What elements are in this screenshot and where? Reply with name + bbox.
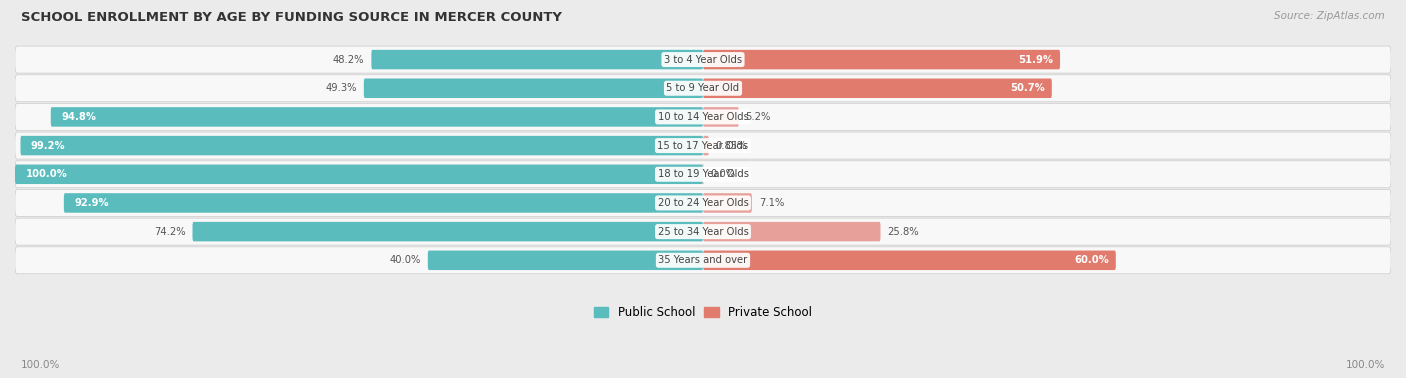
FancyBboxPatch shape — [63, 193, 703, 213]
Text: 18 to 19 Year Olds: 18 to 19 Year Olds — [658, 169, 748, 179]
FancyBboxPatch shape — [193, 222, 703, 242]
Text: 94.8%: 94.8% — [60, 112, 96, 122]
Text: Source: ZipAtlas.com: Source: ZipAtlas.com — [1274, 11, 1385, 21]
Text: 100.0%: 100.0% — [21, 361, 60, 370]
FancyBboxPatch shape — [703, 136, 709, 155]
FancyBboxPatch shape — [703, 107, 738, 127]
Text: 51.9%: 51.9% — [1018, 54, 1053, 65]
FancyBboxPatch shape — [703, 251, 1116, 270]
FancyBboxPatch shape — [15, 189, 1391, 217]
FancyBboxPatch shape — [15, 104, 1391, 130]
FancyBboxPatch shape — [702, 164, 704, 184]
FancyBboxPatch shape — [703, 193, 752, 213]
Text: 99.2%: 99.2% — [31, 141, 66, 150]
Text: 3 to 4 Year Olds: 3 to 4 Year Olds — [664, 54, 742, 65]
FancyBboxPatch shape — [371, 50, 703, 69]
FancyBboxPatch shape — [15, 161, 1391, 188]
FancyBboxPatch shape — [703, 222, 880, 242]
FancyBboxPatch shape — [15, 75, 1391, 102]
Text: SCHOOL ENROLLMENT BY AGE BY FUNDING SOURCE IN MERCER COUNTY: SCHOOL ENROLLMENT BY AGE BY FUNDING SOUR… — [21, 11, 562, 24]
FancyBboxPatch shape — [15, 218, 1391, 245]
Text: 74.2%: 74.2% — [155, 227, 186, 237]
Text: 60.0%: 60.0% — [1074, 255, 1109, 265]
Text: 49.3%: 49.3% — [325, 83, 357, 93]
FancyBboxPatch shape — [364, 79, 703, 98]
FancyBboxPatch shape — [427, 251, 703, 270]
Text: 35 Years and over: 35 Years and over — [658, 255, 748, 265]
FancyBboxPatch shape — [703, 50, 1060, 69]
Text: 48.2%: 48.2% — [333, 54, 364, 65]
FancyBboxPatch shape — [51, 107, 703, 127]
Legend: Public School, Private School: Public School, Private School — [593, 306, 813, 319]
Text: 5 to 9 Year Old: 5 to 9 Year Old — [666, 83, 740, 93]
Text: 100.0%: 100.0% — [25, 169, 67, 179]
FancyBboxPatch shape — [21, 136, 703, 155]
Text: 5.2%: 5.2% — [745, 112, 770, 122]
Text: 0.0%: 0.0% — [710, 169, 735, 179]
FancyBboxPatch shape — [703, 79, 1052, 98]
Text: 0.85%: 0.85% — [716, 141, 747, 150]
Text: 15 to 17 Year Olds: 15 to 17 Year Olds — [658, 141, 748, 150]
Text: 92.9%: 92.9% — [75, 198, 108, 208]
Text: 50.7%: 50.7% — [1010, 83, 1045, 93]
FancyBboxPatch shape — [15, 164, 703, 184]
FancyBboxPatch shape — [15, 247, 1391, 274]
Text: 20 to 24 Year Olds: 20 to 24 Year Olds — [658, 198, 748, 208]
Text: 7.1%: 7.1% — [759, 198, 785, 208]
Text: 100.0%: 100.0% — [1346, 361, 1385, 370]
Text: 25.8%: 25.8% — [887, 227, 920, 237]
Text: 10 to 14 Year Olds: 10 to 14 Year Olds — [658, 112, 748, 122]
FancyBboxPatch shape — [15, 46, 1391, 73]
Text: 40.0%: 40.0% — [389, 255, 420, 265]
Text: 25 to 34 Year Olds: 25 to 34 Year Olds — [658, 227, 748, 237]
FancyBboxPatch shape — [15, 132, 1391, 159]
